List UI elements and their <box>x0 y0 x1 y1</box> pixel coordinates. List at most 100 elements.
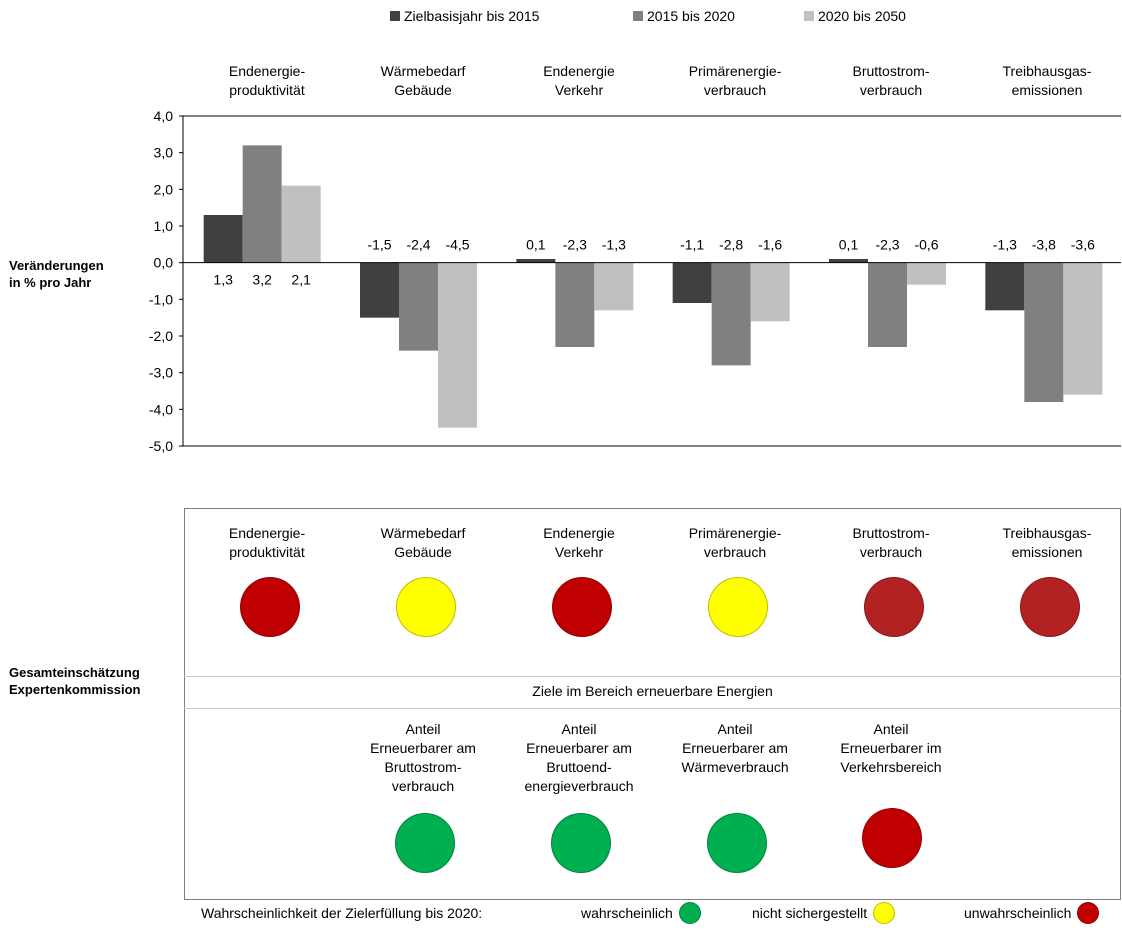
category-label-6: Treibhausgas- emissionen <box>972 62 1122 100</box>
category-label-5-line-1: Bruttostrom- <box>852 63 930 79</box>
bar-3-series-2 <box>555 262 595 347</box>
y-tick-label: -4,0 <box>149 401 173 417</box>
footer-item-likely-label: wahrscheinlich <box>581 905 673 921</box>
bar-2-series-2 <box>399 262 438 351</box>
status-dot-endenergieproduktivitaet <box>240 577 300 637</box>
status-dot-ee-verkehrsbereich <box>862 808 922 868</box>
data-label-2-series-1: -1,5 <box>367 237 391 253</box>
renewable-item-1-label: Anteil Erneuerbarer am Bruttostrom- verb… <box>348 720 498 796</box>
assessment-row-label-line-2: Expertenkommission <box>9 682 141 697</box>
y-tick-label: 3,0 <box>154 145 174 161</box>
y-tick-label: 1,0 <box>154 218 174 234</box>
legend-item-series-2: 2015 bis 2020 <box>633 8 735 24</box>
renewable-item-1-line-2: Erneuerbarer am <box>370 740 476 756</box>
panel-divider-top <box>184 676 1121 677</box>
renewable-item-2-label: Anteil Erneuerbarer am Bruttoend- energi… <box>504 720 654 796</box>
legend-item-series-3: 2020 bis 2050 <box>804 8 906 24</box>
y-tick-label: 2,0 <box>154 181 174 197</box>
renewable-item-3-line-1: Anteil <box>717 721 753 737</box>
green-circle-icon <box>678 902 701 924</box>
legend-label-series-2: 2015 bis 2020 <box>647 8 735 24</box>
assessment-item-3-line-2: Verkehr <box>554 544 604 560</box>
category-label-1: Endenergie- produktivität <box>192 62 342 100</box>
bar-3-series-3 <box>594 262 634 311</box>
status-dot-waermebedarf <box>396 577 456 637</box>
red-circle-icon <box>1077 902 1100 924</box>
assessment-item-6-line-2: emissionen <box>1011 544 1083 560</box>
category-label-5: Bruttostrom- verbrauch <box>816 62 966 100</box>
assessment-item-3-label: Endenergie Verkehr <box>504 524 654 562</box>
status-dot-bruttostromverbrauch <box>864 577 924 637</box>
status-dot-ee-bruttostromverbrauch <box>395 813 455 873</box>
bar-5-series-1 <box>829 259 868 263</box>
data-label-3-series-2: -2,3 <box>563 237 587 253</box>
y-tick-label: -5,0 <box>149 438 173 454</box>
footer-item-unlikely-label: unwahrscheinlich <box>964 905 1072 921</box>
y-tick-label: -2,0 <box>149 328 173 344</box>
assessment-item-3-line-1: Endenergie <box>543 525 615 541</box>
renewable-item-4-line-3: Verkehrsbereich <box>840 759 942 775</box>
bar-3-series-1 <box>516 259 556 263</box>
data-label-4-series-2: -2,8 <box>719 237 743 253</box>
data-label-3-series-3: -1,3 <box>602 237 626 253</box>
data-label-6-series-1: -1,3 <box>993 237 1017 253</box>
y-axis-title-line-2: in % pro Jahr <box>9 275 92 290</box>
data-label-5-series-3: -0,6 <box>914 237 938 253</box>
footer-item-likely: wahrscheinlich <box>581 901 701 925</box>
status-dot-endenergie-verkehr <box>552 577 612 637</box>
category-label-6-line-1: Treibhausgas- <box>1002 63 1092 79</box>
footer-item-uncertain-label: nicht sichergestellt <box>752 905 868 921</box>
renewables-section-title: Ziele im Bereich erneuerbare Energien <box>532 683 773 699</box>
renewable-item-4-label: Anteil Erneuerbarer im Verkehrsbereich <box>816 720 966 777</box>
footer-prefix: Wahrscheinlichkeit der Zielerfüllung bis… <box>201 905 483 921</box>
renewable-item-1-line-4: verbrauch <box>391 778 455 794</box>
category-label-4: Primärenergie- verbrauch <box>660 62 810 100</box>
assessment-row-label: Gesamteinschätzung Expertenkommission <box>9 664 141 698</box>
data-label-3-series-1: 0,1 <box>526 237 546 253</box>
renewable-item-4-line-2: Erneuerbarer im <box>840 740 942 756</box>
legend-label-series-1: Zielbasisjahr bis 2015 <box>404 8 540 24</box>
y-tick-label: -3,0 <box>149 365 173 381</box>
category-label-2-line-2: Gebäude <box>394 82 452 98</box>
y-axis-title: Veränderungen in % pro Jahr <box>9 257 104 291</box>
assessment-item-4-line-2: verbrauch <box>703 544 767 560</box>
y-tick-label: 0,0 <box>154 255 174 271</box>
data-label-1-series-2: 3,2 <box>252 272 272 288</box>
status-dot-primaerenergieverbrauch <box>708 577 768 637</box>
bar-1-series-1 <box>203 215 243 263</box>
category-label-1-line-1: Endenergie- <box>228 63 306 79</box>
assessment-item-2-line-2: Gebäude <box>394 544 452 560</box>
category-label-3-line-2: Verkehr <box>554 82 604 98</box>
category-label-3-line-1: Endenergie <box>543 63 615 79</box>
assessment-item-5-line-1: Bruttostrom- <box>852 525 930 541</box>
category-label-5-line-2: verbrauch <box>859 82 923 98</box>
assessment-item-2-line-1: Wärmebedarf <box>380 525 466 541</box>
bar-4-series-2 <box>711 262 751 366</box>
category-label-2-line-1: Wärmebedarf <box>380 63 466 79</box>
category-label-1-line-2: produktivität <box>229 82 305 98</box>
data-label-2-series-3: -4,5 <box>445 237 469 253</box>
y-tick-label: -1,0 <box>149 291 173 307</box>
panel-divider-bottom <box>184 708 1121 709</box>
assessment-item-1-line-2: produktivität <box>229 544 305 560</box>
assessment-row-label-line-1: Gesamteinschätzung <box>9 665 140 680</box>
bar-4-series-1 <box>672 262 712 303</box>
footer-item-uncertain: nicht sichergestellt <box>752 901 896 925</box>
data-label-6-series-3: -3,6 <box>1071 237 1095 253</box>
legend-swatch-series-1 <box>390 11 400 21</box>
bar-chart: 4,0 3,0 2,0 1,0 0,0 -1,0 -2,0 -3,0 -4,0 -5,0 1,3 3,… <box>149 108 1121 454</box>
yellow-circle-icon <box>873 902 896 924</box>
y-tick-label: 4,0 <box>154 108 174 124</box>
category-label-4-line-2: verbrauch <box>703 82 767 98</box>
legend-label-series-3: 2020 bis 2050 <box>818 8 906 24</box>
bar-6-series-3 <box>1063 262 1103 395</box>
legend-item-series-1: Zielbasisjahr bis 2015 <box>390 8 539 24</box>
category-label-6-line-2: emissionen <box>1011 82 1083 98</box>
renewable-item-3-line-2: Erneuerbarer am <box>682 740 788 756</box>
renewable-item-2-line-3: Bruttoend- <box>546 759 612 775</box>
data-label-2-series-2: -2,4 <box>406 237 430 253</box>
data-label-1-series-1: 1,3 <box>213 272 233 288</box>
renewable-item-2-line-4: energieverbrauch <box>524 778 634 794</box>
assessment-item-2-label: Wärmebedarf Gebäude <box>348 524 498 562</box>
bar-4-series-3 <box>750 262 790 322</box>
